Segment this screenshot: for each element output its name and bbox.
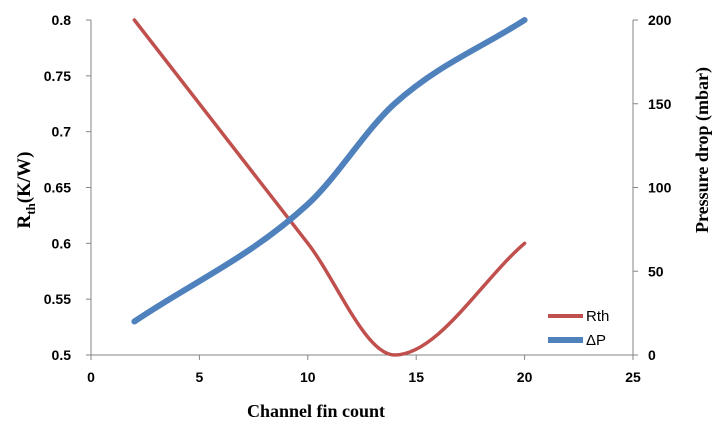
x-tick-labels: 0 5 10 15 20 25 — [87, 355, 641, 385]
legend: Rth ΔP — [548, 308, 609, 349]
x-tick-label: 15 — [408, 369, 424, 385]
y-left-tick-label: 0.55 — [44, 291, 71, 307]
y-left-tick-label: 0.7 — [52, 124, 72, 140]
series-line-rth — [132, 18, 527, 357]
x-tick-label: 25 — [625, 369, 641, 385]
y-left-tick-labels: 0.5 0.55 0.6 0.65 0.7 0.75 0.8 — [44, 12, 91, 363]
y-right-tick-label: 50 — [648, 263, 664, 279]
legend-label-rth: Rth — [586, 308, 609, 325]
x-tick-label: 0 — [87, 369, 95, 385]
legend-label-dp: ΔP — [586, 332, 606, 349]
y-left-title-main: R — [14, 215, 35, 229]
series-line-delta-p — [131, 17, 528, 325]
y-right-tick-label: 150 — [648, 96, 672, 112]
x-tick-label: 10 — [300, 369, 316, 385]
series-lines — [131, 17, 528, 357]
y-left-tick-label: 0.6 — [52, 235, 72, 251]
y-left-tick-label: 0.65 — [44, 180, 71, 196]
y-left-tick-label: 0.8 — [52, 12, 72, 28]
y-right-tick-label: 100 — [648, 180, 672, 196]
y-right-tick-labels: 0 50 100 150 200 — [633, 12, 672, 363]
y-right-tick-label: 200 — [648, 12, 672, 28]
y-right-tick-label: 0 — [648, 347, 656, 363]
x-axis-title: Channel fin count — [247, 401, 385, 421]
y-left-axis-title: Rth(K/W) — [14, 151, 38, 228]
x-tick-label: 20 — [517, 369, 533, 385]
y-left-title-subscript: th — [23, 202, 38, 214]
y-left-title-rest: (K/W) — [14, 151, 35, 203]
x-tick-label: 5 — [196, 369, 204, 385]
y-left-tick-label: 0.5 — [52, 347, 72, 363]
y-right-axis-title: Pressure drop (mbar) — [692, 67, 713, 233]
y-left-tick-label: 0.75 — [44, 68, 71, 84]
